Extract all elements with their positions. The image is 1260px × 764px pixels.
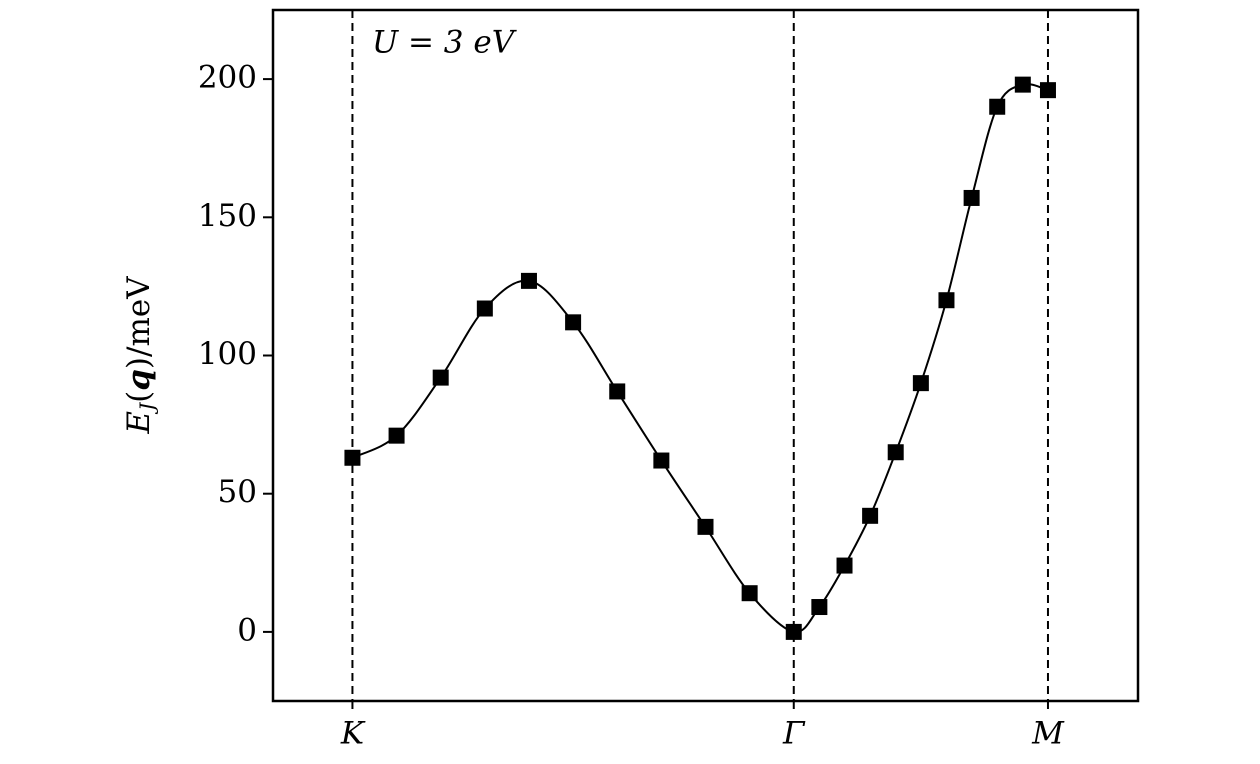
marker: [388, 427, 405, 444]
y-tick-label: 0: [237, 612, 257, 648]
x-tick-label: M: [1031, 716, 1065, 752]
marker: [476, 300, 493, 317]
annotation: U = 3 eV: [372, 25, 518, 61]
marker: [989, 98, 1006, 115]
marker: [912, 375, 929, 392]
marker: [785, 623, 802, 640]
y-tick-label: 50: [218, 474, 257, 510]
y-tick-label: 150: [198, 198, 257, 234]
marker: [938, 292, 955, 309]
marker: [1014, 76, 1031, 93]
marker: [836, 557, 853, 574]
marker: [862, 507, 879, 524]
marker: [741, 585, 758, 602]
marker: [697, 518, 714, 535]
y-label-part: )/meV: [121, 276, 157, 369]
marker: [1039, 82, 1056, 99]
marker: [811, 599, 828, 616]
marker: [344, 449, 361, 466]
marker: [565, 314, 582, 331]
y-label-part: E: [121, 411, 157, 435]
y-tick-label: 100: [198, 336, 257, 372]
plot-frame: [271, 8, 1140, 703]
y-label-part: (: [121, 391, 157, 403]
x-tick-label: Γ: [782, 716, 806, 752]
y-label-part: J: [135, 402, 159, 415]
marker: [609, 383, 626, 400]
fit-line: [351, 83, 1049, 633]
y-tick-label: 200: [198, 60, 257, 96]
y-label-part: q: [121, 369, 157, 391]
marker: [963, 189, 980, 206]
marker: [653, 452, 670, 469]
marker: [520, 272, 537, 289]
y-axis-label: EJ(q)/meV: [121, 276, 159, 435]
marker: [432, 369, 449, 386]
x-tick-label: K: [340, 716, 366, 752]
marker: [887, 444, 904, 461]
